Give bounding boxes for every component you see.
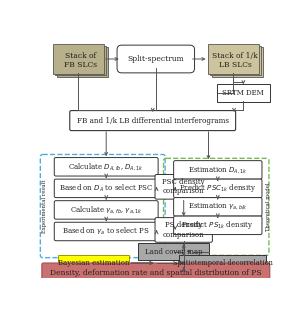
FancyBboxPatch shape (54, 158, 158, 176)
FancyBboxPatch shape (54, 201, 158, 219)
Text: Spatiotemporal decorrelation: Spatiotemporal decorrelation (172, 259, 272, 267)
Text: Land cover map: Land cover map (145, 247, 202, 256)
Text: Predict $PSC_{1k}$ density: Predict $PSC_{1k}$ density (179, 182, 257, 194)
Text: Estimation $D_{A,1k}$: Estimation $D_{A,1k}$ (188, 165, 248, 175)
Text: Stack of
FB SLCs: Stack of FB SLCs (64, 52, 97, 69)
Text: Estimation $\gamma_{a,b/k}$: Estimation $\gamma_{a,b/k}$ (188, 202, 248, 212)
FancyBboxPatch shape (210, 46, 261, 75)
FancyBboxPatch shape (174, 161, 262, 179)
Text: SRTM DEM: SRTM DEM (223, 89, 264, 97)
Text: FB and 1/k LB differential interferograms: FB and 1/k LB differential interferogram… (77, 117, 229, 124)
Text: Split-spectrum: Split-spectrum (127, 55, 184, 63)
Text: PSC density
comparison: PSC density comparison (162, 178, 205, 195)
Text: PS density
comparison: PS density comparison (163, 221, 205, 239)
FancyBboxPatch shape (54, 222, 158, 241)
Text: Based on $D_A$ to select PSC: Based on $D_A$ to select PSC (59, 183, 154, 194)
FancyBboxPatch shape (155, 174, 212, 199)
Text: Calculate $D_{A,fb}$, $D_{A,1k}$: Calculate $D_{A,fb}$, $D_{A,1k}$ (68, 161, 144, 172)
Text: Based on $\gamma_a$ to select PS: Based on $\gamma_a$ to select PS (62, 226, 150, 237)
FancyBboxPatch shape (117, 45, 195, 73)
FancyBboxPatch shape (212, 47, 263, 77)
FancyBboxPatch shape (58, 255, 130, 271)
FancyBboxPatch shape (174, 216, 262, 235)
FancyBboxPatch shape (55, 46, 106, 75)
FancyBboxPatch shape (208, 44, 259, 74)
Text: Predict $PS_{1k}$ density: Predict $PS_{1k}$ density (181, 219, 254, 231)
Text: Theoretical model: Theoretical model (266, 183, 271, 231)
Text: Stack of 1/k
LB SLCs: Stack of 1/k LB SLCs (212, 52, 258, 69)
FancyBboxPatch shape (179, 255, 266, 271)
FancyBboxPatch shape (42, 263, 270, 283)
Text: Calculate $\gamma_{a,fb}$, $\gamma_{a,1k}$: Calculate $\gamma_{a,fb}$, $\gamma_{a,1k… (70, 204, 143, 215)
FancyBboxPatch shape (155, 218, 212, 242)
FancyBboxPatch shape (53, 44, 104, 74)
FancyBboxPatch shape (57, 47, 108, 77)
FancyBboxPatch shape (174, 179, 262, 197)
FancyBboxPatch shape (70, 110, 236, 131)
FancyBboxPatch shape (54, 179, 158, 197)
FancyBboxPatch shape (138, 243, 209, 260)
FancyBboxPatch shape (217, 84, 270, 102)
FancyBboxPatch shape (174, 197, 262, 216)
Text: Bayesian estimation: Bayesian estimation (58, 259, 130, 267)
Text: Density, deformation rate and spatial distribution of PS: Density, deformation rate and spatial di… (50, 269, 262, 277)
Text: Experimental result: Experimental result (43, 179, 47, 233)
